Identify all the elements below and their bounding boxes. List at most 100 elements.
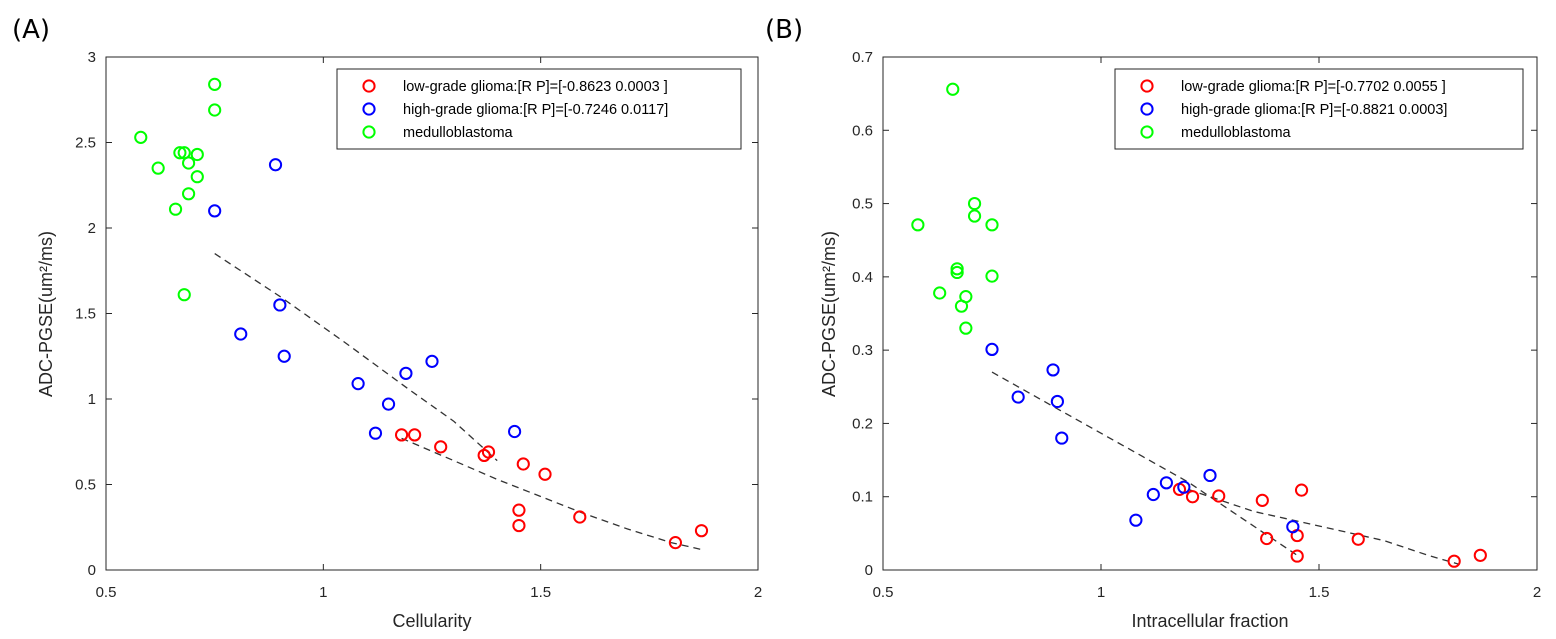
x-tick-label: 1 (1097, 584, 1105, 601)
legend: low-grade glioma:[R P]=[-0.7702 0.0055 ]… (1114, 68, 1524, 150)
x-tick-label: 2 (1533, 584, 1541, 601)
y-axis-label: ADC-PGSE(um²/ms) (819, 231, 839, 397)
chart-panel-1: (A)0.5 1 1.5 200.511.522.53CellularityADC-P… (12, 15, 762, 631)
legend-marker (1140, 102, 1154, 116)
chart-panel-2: (B) 0.5 1 1.5 2 0 0.1 0.2 0.3 0.4 0.5 0.6 0.7 Intrace… (765, 15, 1541, 631)
data-point (177, 288, 191, 302)
data-point (573, 510, 587, 524)
data-point (168, 202, 183, 216)
x-tick-label: 2 (754, 584, 762, 601)
data-point (408, 428, 422, 442)
data-point (985, 218, 999, 232)
x-axis-label: Cellularity (392, 611, 471, 631)
y-tick-label: 0.4 (852, 269, 873, 286)
data-point (1294, 483, 1309, 497)
data-point (1011, 390, 1025, 404)
data-point (234, 327, 248, 341)
data-point (277, 349, 291, 363)
y-tick-label: 2.5 (75, 135, 96, 152)
fit-lower-line (1187, 488, 1459, 565)
y-tick-label: 0.7 (852, 49, 873, 66)
data-point (399, 366, 413, 380)
series-1 (394, 428, 709, 550)
data-point (1255, 493, 1269, 507)
data-point (134, 130, 148, 144)
data-point (1290, 549, 1304, 563)
y-tick-label: 2 (88, 220, 96, 237)
y-tick-label: 0 (865, 562, 873, 579)
data-point (208, 77, 222, 91)
data-point (950, 262, 964, 276)
data-point (516, 457, 530, 471)
y-tick-label: 0.5 (852, 196, 873, 213)
panel-label: (A) (12, 15, 50, 45)
y-tick-label: 0 (88, 562, 96, 579)
data-point (1260, 531, 1274, 546)
data-point (694, 524, 709, 538)
data-point (985, 269, 999, 283)
legend-entry-label: medulloblastoma (1181, 125, 1292, 141)
legend-entry-label: low-grade glioma:[R P]=[-0.7702 0.0055 ] (1181, 79, 1446, 95)
legend-marker (1140, 79, 1154, 93)
data-point (394, 428, 409, 442)
data-point (507, 424, 522, 439)
y-tick-label: 0.3 (852, 342, 873, 359)
x-axis-label: Intracellular fraction (1131, 611, 1288, 631)
data-point (985, 342, 999, 357)
data-point (967, 196, 982, 211)
data-point (512, 503, 526, 517)
data-point (190, 147, 204, 162)
y-tick-label: 0.6 (852, 122, 873, 139)
legend-box (1114, 68, 1524, 150)
x-tick-label: 1.5 (530, 584, 551, 601)
data-point (1177, 480, 1191, 494)
data-point (208, 103, 222, 117)
data-point (946, 82, 960, 96)
data-point (512, 518, 526, 533)
x-tick-label: 0.5 (873, 584, 894, 601)
data-point (368, 426, 383, 440)
legend-marker (362, 125, 376, 139)
data-point (1185, 490, 1200, 504)
legend-marker (362, 102, 376, 116)
data-point (208, 204, 222, 218)
data-point (954, 299, 969, 313)
y-tick-label: 0.2 (852, 415, 873, 432)
data-point (434, 440, 448, 454)
x-tick-label: 1 (319, 584, 327, 601)
legend-marker (362, 79, 376, 93)
series-3 (911, 82, 999, 335)
legend-entry-label: medulloblastoma (403, 125, 514, 141)
data-point (1473, 548, 1487, 562)
panel-label: (B) (765, 15, 803, 45)
data-point (1159, 476, 1174, 490)
data-point (1203, 468, 1217, 483)
legend-box (336, 68, 742, 150)
data-point (381, 397, 396, 411)
data-point (1212, 489, 1226, 503)
legend-marker (1140, 125, 1154, 139)
data-point (173, 146, 187, 160)
data-point (181, 156, 196, 170)
data-point (911, 218, 925, 232)
data-point (481, 445, 496, 459)
series-2 (985, 342, 1300, 534)
legend-entry-label: high-grade glioma:[R P]=[-0.7246 0.0117] (403, 102, 668, 118)
x-tick-label: 0.5 (96, 584, 117, 601)
data-point (1146, 487, 1160, 502)
data-point (151, 161, 165, 175)
data-point (538, 467, 552, 481)
legend-entry-label: low-grade glioma:[R P]=[-0.8623 0.0003 ] (403, 79, 668, 95)
legend: low-grade glioma:[R P]=[-0.8623 0.0003 ]… (336, 68, 742, 150)
data-point (959, 321, 973, 335)
y-tick-label: 3 (88, 49, 96, 66)
legend-entry-label: high-grade glioma:[R P]=[-0.8821 0.0003] (1181, 102, 1447, 118)
data-point (1046, 363, 1060, 377)
data-point (425, 354, 439, 368)
data-point (273, 298, 287, 312)
data-point (181, 187, 196, 201)
data-point (1055, 431, 1069, 445)
data-point (950, 265, 964, 280)
data-point (933, 286, 947, 300)
